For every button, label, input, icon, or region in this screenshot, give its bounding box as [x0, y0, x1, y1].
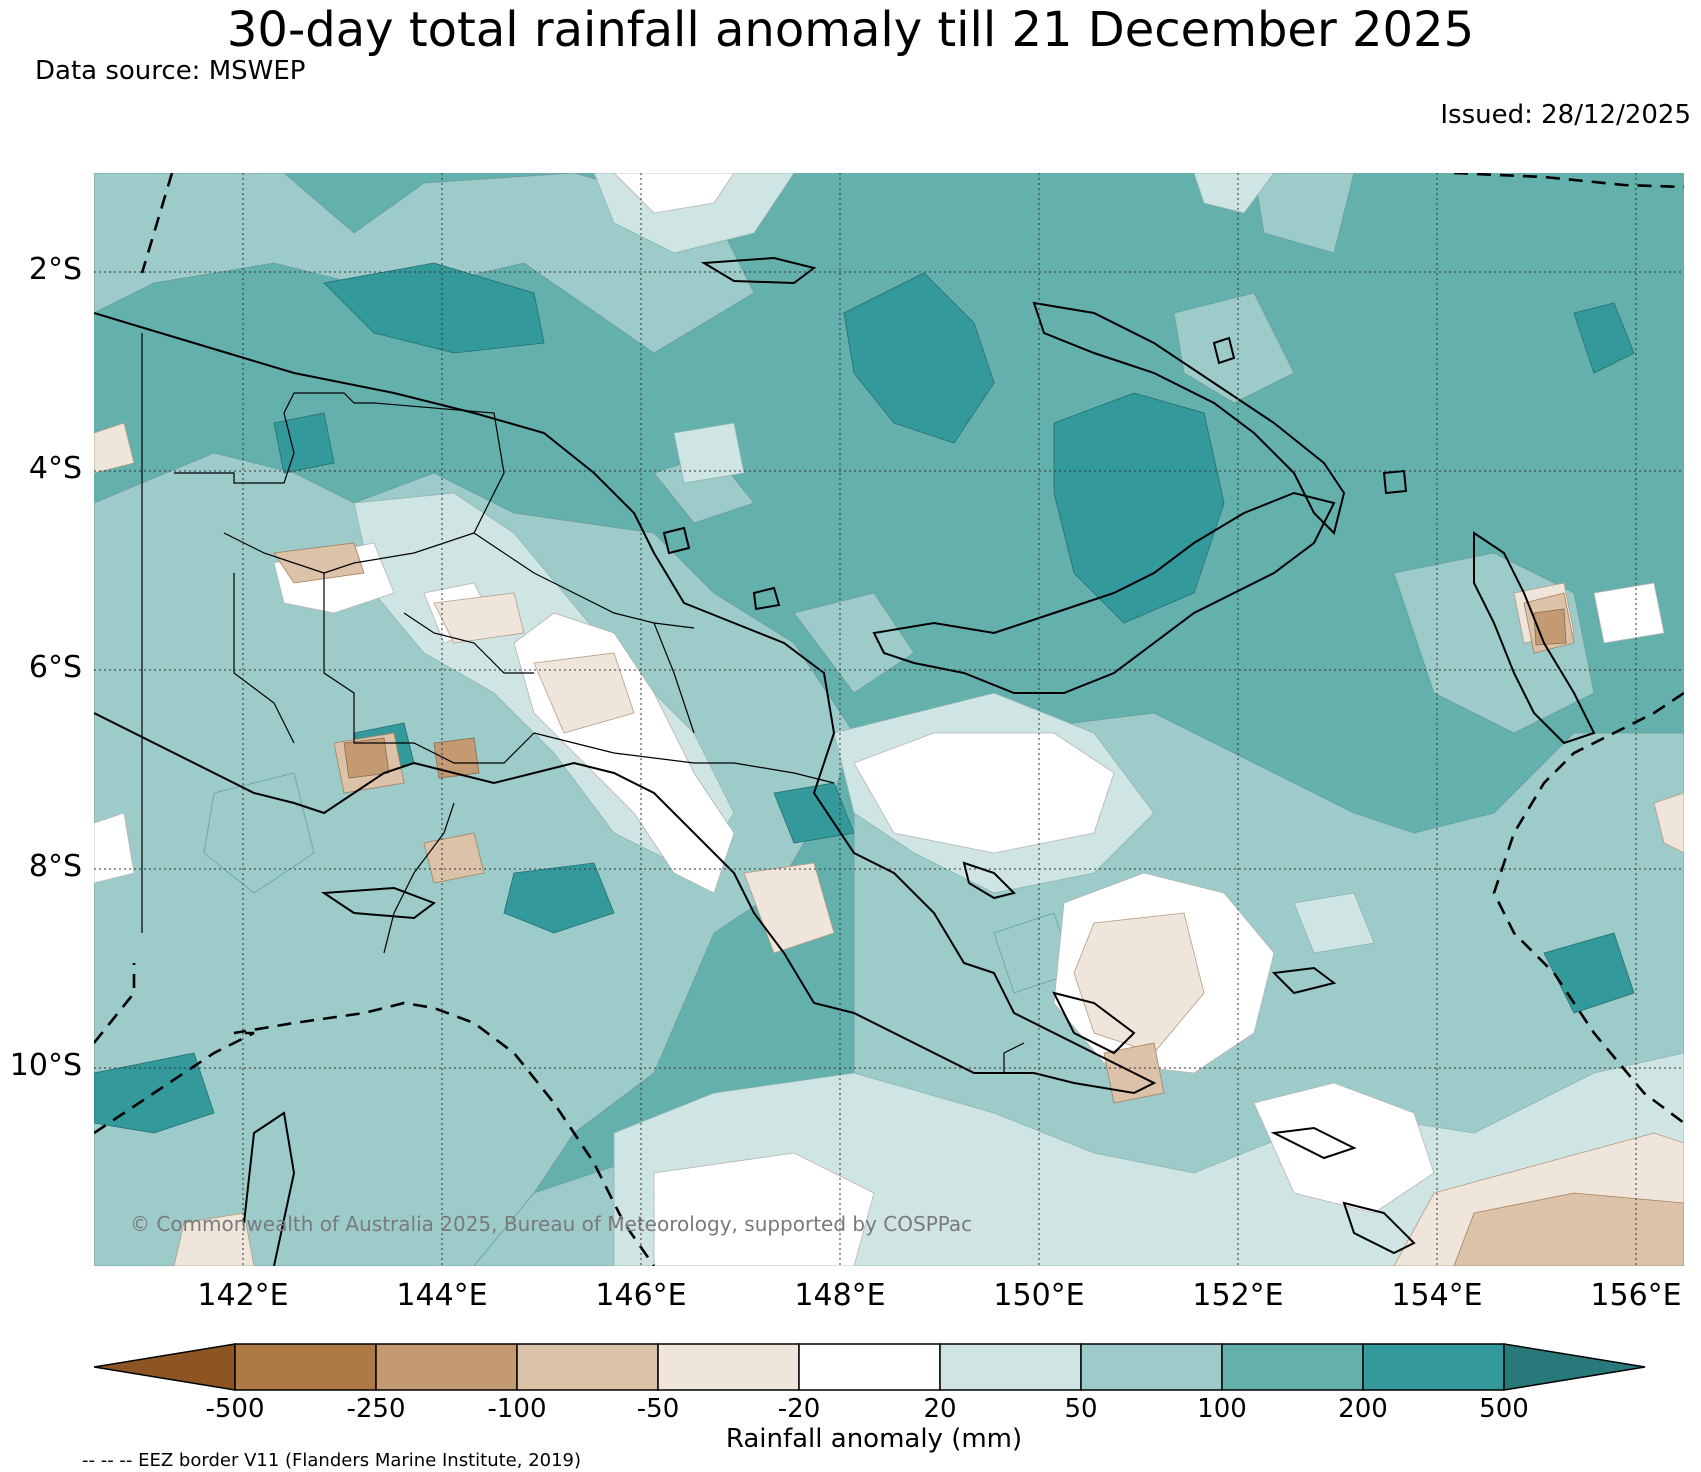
issued-date: Issued: 28/12/2025 [1440, 100, 1691, 130]
map-title: 30-day total rainfall anomaly till 21 De… [226, 2, 1475, 58]
coastlines [94, 256, 1596, 1266]
lat-label-4s: 4°S [28, 451, 82, 486]
lon-label-156e: 156°E [1590, 1278, 1682, 1313]
colorbar-tick: -100 [487, 1394, 547, 1424]
colorbar-tick: -250 [346, 1394, 406, 1424]
colorbar-tick: 100 [1197, 1394, 1247, 1424]
copyright-credit: © Commonwealth of Australia 2025, Bureau… [130, 1212, 973, 1236]
colorbar-tick: -20 [777, 1394, 821, 1424]
lon-label-144e: 144°E [396, 1278, 488, 1313]
eez-note: -- -- -- EEZ border V11 (Flanders Marine… [82, 1450, 582, 1471]
anomaly-200-500-regions [94, 262, 1635, 1134]
colorbar-tick: 20 [923, 1394, 957, 1424]
colorbar-label: Rainfall anomaly (mm) [725, 1424, 1023, 1454]
colorbar-segment [657, 1343, 800, 1391]
colorbar-segment [798, 1343, 941, 1391]
colorbar-segment [1221, 1343, 1364, 1391]
rainfall-anomaly-map[interactable] [94, 173, 1684, 1266]
lon-label-154e: 154°E [1391, 1278, 1483, 1313]
data-source-label: Data source: MSWEP [35, 56, 306, 86]
colorbar-tick: 200 [1338, 1394, 1388, 1424]
lon-label-152e: 152°E [1192, 1278, 1284, 1313]
colorbar-segment [375, 1343, 518, 1391]
province-borders [141, 333, 1025, 1073]
colorbar-segment [516, 1343, 659, 1391]
lat-label-8s: 8°S [28, 849, 82, 884]
lat-label-10s: 10°S [9, 1048, 82, 1083]
colorbar [93, 1342, 1654, 1392]
colorbar-tick: -50 [636, 1394, 680, 1424]
colorbar-segment [939, 1343, 1082, 1391]
lat-label-2s: 2°S [28, 252, 82, 287]
lon-label-148e: 148°E [794, 1278, 886, 1313]
colorbar-segment [1362, 1343, 1505, 1391]
lon-label-146e: 146°E [595, 1278, 687, 1313]
colorbar-segment [234, 1343, 377, 1391]
colorbar-tick: 50 [1064, 1394, 1098, 1424]
lon-label-142e: 142°E [197, 1278, 289, 1313]
colorbar-tick: -500 [205, 1394, 265, 1424]
colorbar-cap-high [1503, 1343, 1646, 1391]
eez-borders [94, 173, 1684, 1266]
graticule [94, 173, 1684, 1266]
lat-label-6s: 6°S [28, 650, 82, 685]
colorbar-segment [1080, 1343, 1223, 1391]
lon-label-150e: 150°E [993, 1278, 1085, 1313]
colorbar-tick: 500 [1479, 1394, 1529, 1424]
colorbar-cap-low [93, 1343, 236, 1391]
